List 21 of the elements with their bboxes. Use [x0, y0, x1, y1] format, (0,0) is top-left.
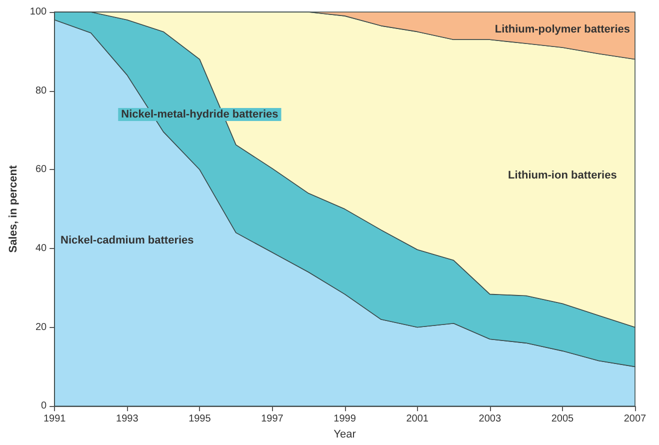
- x-tick-label: 2003: [478, 414, 502, 425]
- series-label: Lithium-polymer batteries: [494, 24, 630, 36]
- x-tick-label: 1993: [116, 414, 139, 425]
- x-tick-label: 1995: [188, 414, 212, 425]
- y-tick-label: 60: [35, 164, 48, 176]
- y-axis-title: Sales, in percent: [8, 165, 20, 253]
- series-label: Nickel-metal-hydride batteries: [121, 108, 278, 120]
- series-label: Nickel-cadmium batteries: [60, 234, 194, 247]
- y-tick-label: 40: [35, 242, 48, 254]
- y-tick-label: 100: [30, 6, 48, 18]
- x-tick-label: 2005: [551, 414, 574, 425]
- x-tick-label: 1999: [334, 414, 356, 425]
- x-tick-label: 1991: [43, 414, 66, 425]
- y-tick-label: 0: [41, 400, 48, 412]
- y-tick-label: 20: [35, 322, 48, 333]
- series-label: Lithium-ion batteries: [508, 170, 617, 182]
- x-axis-title: Year: [334, 428, 356, 440]
- x-tick-label: 2007: [624, 414, 647, 425]
- x-tick-label: 2001: [406, 414, 429, 425]
- x-tick-label: 1997: [261, 414, 284, 425]
- y-tick-label: 80: [35, 85, 48, 96]
